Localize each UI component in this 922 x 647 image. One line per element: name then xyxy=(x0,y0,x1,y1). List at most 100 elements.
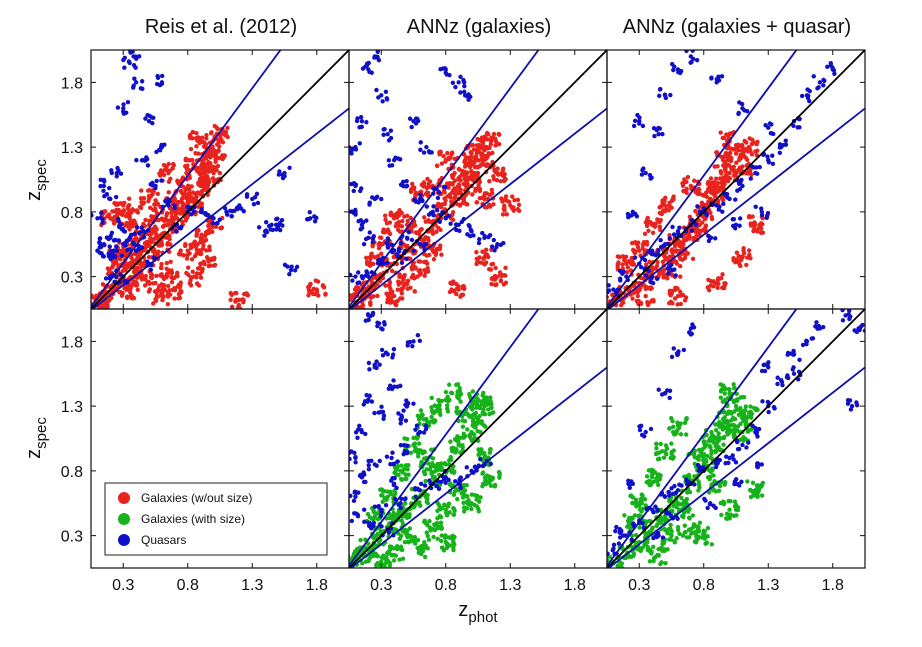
data-point-cloud xyxy=(437,466,442,471)
data-point-cloud xyxy=(469,492,474,497)
data-point-cloud xyxy=(363,236,369,242)
data-point-cloud xyxy=(689,228,695,233)
data-point-cloud xyxy=(380,327,385,332)
data-point-cloud xyxy=(491,202,496,207)
data-point-cloud xyxy=(359,304,364,309)
data-point-cloud xyxy=(209,149,214,154)
data-point-cloud xyxy=(706,234,712,239)
data-point-cloud xyxy=(757,164,762,170)
data-point-cloud xyxy=(626,258,632,264)
data-point-cloud xyxy=(376,245,382,251)
data-point-cloud xyxy=(722,387,728,392)
data-point-cloud xyxy=(678,263,683,269)
data-point-cloud xyxy=(728,158,734,164)
data-point-cloud xyxy=(101,188,106,193)
data-point-cloud xyxy=(149,272,155,278)
data-point-cloud xyxy=(196,151,201,156)
data-point-cloud xyxy=(178,288,183,293)
data-point-cloud xyxy=(602,563,606,567)
data-point-cloud xyxy=(503,280,509,285)
data-point-cloud xyxy=(375,320,380,325)
data-point-cloud xyxy=(717,188,722,194)
data-point-cloud xyxy=(418,481,424,487)
data-point-cloud xyxy=(320,283,326,289)
data-point-cloud xyxy=(725,162,731,167)
data-point-cloud xyxy=(490,191,495,196)
data-point-cloud xyxy=(693,208,698,214)
data-point-cloud xyxy=(204,136,209,141)
data-point-cloud xyxy=(372,410,377,416)
data-point-cloud xyxy=(723,151,728,156)
data-point-cloud xyxy=(644,262,649,267)
data-point-cloud xyxy=(199,232,204,237)
data-point-cloud xyxy=(372,55,377,60)
data-point-cloud xyxy=(712,164,717,169)
data-point-cloud xyxy=(196,135,201,140)
data-point-cloud xyxy=(643,273,649,278)
data-point-cloud xyxy=(200,266,205,272)
data-point-cloud xyxy=(436,503,442,508)
data-point-cloud xyxy=(662,526,667,532)
data-point-cloud xyxy=(415,486,420,492)
data-point-cloud xyxy=(141,196,147,201)
data-point-cloud xyxy=(439,538,444,544)
data-point-cloud xyxy=(429,414,434,420)
data-point-cloud xyxy=(485,131,491,137)
data-point-cloud xyxy=(445,181,450,186)
data-point-cloud xyxy=(148,267,154,273)
data-point-cloud xyxy=(438,479,444,485)
data-point-cloud xyxy=(411,248,416,253)
data-point-cloud xyxy=(439,161,445,166)
data-point-cloud xyxy=(737,186,743,192)
data-point-cloud xyxy=(432,403,437,408)
data-point-cloud xyxy=(709,75,714,80)
data-point-cloud xyxy=(680,292,686,298)
data-point-cloud xyxy=(475,136,480,142)
data-point-cloud xyxy=(107,244,112,249)
data-point-cloud xyxy=(491,131,497,137)
data-point-cloud xyxy=(639,172,645,177)
data-point-cloud xyxy=(739,153,744,159)
data-point-cloud xyxy=(619,561,625,566)
data-point-cloud xyxy=(364,255,369,261)
data-point-cloud xyxy=(147,287,153,292)
line-upper-bound xyxy=(349,50,540,308)
data-point-cloud xyxy=(422,215,427,220)
data-point-cloud xyxy=(405,278,411,284)
data-point-cloud xyxy=(168,259,173,264)
data-point-cloud xyxy=(252,195,258,200)
data-point-cloud xyxy=(703,223,709,228)
data-point-cloud xyxy=(374,195,379,201)
data-point-cloud xyxy=(454,291,459,297)
data-point-cloud xyxy=(727,387,732,392)
line-lower-bound xyxy=(91,107,349,309)
data-point-cloud xyxy=(418,259,423,264)
data-point-cloud xyxy=(210,176,216,181)
data-point-cloud xyxy=(624,270,630,275)
data-point xyxy=(101,183,107,189)
data-point-cloud xyxy=(748,404,753,409)
data-point-cloud xyxy=(199,238,204,244)
data-point-cloud xyxy=(215,163,221,169)
data-point-cloud xyxy=(183,156,188,162)
data-point-cloud xyxy=(225,125,230,131)
data-point-cloud xyxy=(461,181,466,187)
data-point-cloud xyxy=(713,427,719,433)
data-point-cloud xyxy=(722,181,727,187)
data-point-cloud xyxy=(657,219,662,224)
data-point-cloud xyxy=(119,293,125,298)
data-point-cloud xyxy=(477,196,483,201)
data-point-cloud xyxy=(208,161,213,166)
data-point-cloud xyxy=(386,283,392,288)
data-point-cloud xyxy=(429,150,434,155)
data-point-cloud xyxy=(275,216,280,221)
line-upper-bound xyxy=(91,50,282,308)
data-point-cloud xyxy=(751,221,756,226)
data-point xyxy=(133,80,139,85)
data-point xyxy=(269,222,274,228)
data-point-cloud xyxy=(401,443,407,448)
data-point-cloud xyxy=(156,284,162,289)
data-point-cloud xyxy=(205,257,211,262)
data-point-cloud xyxy=(195,168,200,174)
data-point-cloud xyxy=(404,398,409,403)
